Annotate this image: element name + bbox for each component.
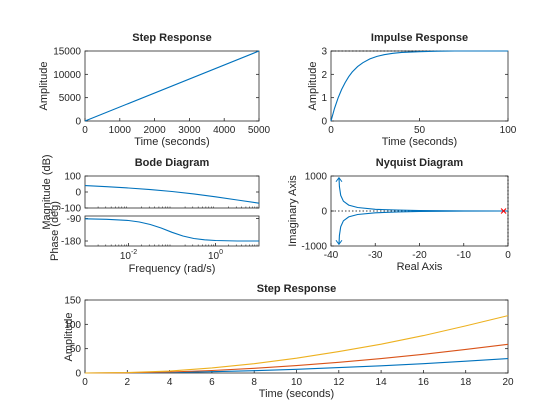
bode_phase-xtick-exponent: 0 — [219, 249, 223, 256]
step2-xtick-label: 2 — [125, 377, 131, 388]
step1-ytick-label: 15000 — [53, 47, 81, 58]
bode_phase-ytick-label: -90 — [67, 214, 82, 225]
bode_phase-xtick-label: 100 — [208, 249, 223, 262]
step2-series-2 — [84, 315, 509, 374]
bode_mag-ylabel: Magnitude (dB) — [41, 154, 53, 229]
step2-xtick-label: 16 — [418, 377, 430, 388]
step2-xtick-label: 18 — [460, 377, 472, 388]
step2-xtick-label: 10 — [291, 377, 303, 388]
step2-ytick-label: 100 — [64, 320, 81, 331]
nyquist-critical-point-marker — [500, 208, 507, 214]
nyquist-series-0 — [338, 177, 509, 212]
nyquist-xtick-label: -20 — [412, 250, 427, 261]
impulse-ytick-label: 1 — [321, 93, 327, 104]
nyquist-xlabel: Real Axis — [397, 261, 443, 273]
bode_mag-ytick-label: 0 — [75, 188, 81, 199]
step1-xtick-label: 2000 — [143, 125, 166, 136]
step1-series-0 — [84, 50, 260, 122]
step2-ytick-label: 50 — [70, 344, 82, 355]
bode_phase-ytick-label: -180 — [61, 237, 81, 248]
nyquist-ytick-label: -1000 — [301, 242, 327, 253]
step2-ytick-label: 150 — [64, 296, 81, 307]
bode_phase-axes — [84, 215, 260, 247]
step2-xtick-label: 12 — [333, 377, 345, 388]
step1-xtick-label: 3000 — [178, 125, 201, 136]
step1-xtick-label: 5000 — [248, 125, 271, 136]
nyquist-xtick-label: -40 — [324, 250, 339, 261]
bode_phase-xtick-base: 10 — [120, 251, 132, 262]
step1-xtick-label: 0 — [82, 125, 88, 136]
impulse-series-0 — [330, 50, 508, 122]
step1-ytick-label: 0 — [75, 117, 81, 128]
step2-ytick-label: 0 — [75, 369, 81, 380]
impulse-title: Impulse Response — [371, 32, 468, 44]
step1-title: Step Response — [132, 32, 211, 44]
impulse-xtick-label: 0 — [328, 125, 334, 136]
bode_phase-ylabel: Phase (deg) — [49, 201, 61, 261]
impulse-ylabel: Amplitude — [307, 62, 319, 111]
bode_mag-ytick-label: -100 — [61, 204, 81, 215]
nyquist-xtick-label: -30 — [368, 250, 383, 261]
bode_mag-series-0 — [84, 185, 260, 204]
step1-ytick-label: 10000 — [53, 70, 81, 81]
nyquist-series-1 — [338, 210, 509, 245]
nyquist-xtick-label: 0 — [505, 250, 511, 261]
impulse-xlabel: Time (seconds) — [382, 136, 457, 148]
step2-xtick-label: 14 — [376, 377, 388, 388]
bode_phase-xtick-base: 10 — [208, 251, 220, 262]
step2-series-1 — [84, 343, 509, 374]
nyquist-title: Nyquist Diagram — [376, 157, 464, 169]
bode_mag-ytick-label: 100 — [64, 172, 81, 183]
step1-xtick-label: 1000 — [109, 125, 132, 136]
step2-xtick-label: 8 — [251, 377, 257, 388]
nyquist-ytick-label: 0 — [321, 207, 327, 218]
nyquist-ylabel: Imaginary Axis — [287, 175, 299, 247]
step1-ylabel: Amplitude — [38, 62, 50, 111]
nyquist-arrow-lower — [335, 239, 343, 246]
nyquist-ytick-label: 1000 — [305, 172, 328, 183]
step2-xlabel: Time (seconds) — [259, 388, 334, 400]
impulse-axes — [330, 50, 509, 122]
step2-title: Step Response — [257, 283, 336, 295]
step2-xtick-label: 6 — [209, 377, 215, 388]
impulse-xtick-label: 100 — [500, 125, 517, 136]
step2-xtick-label: 20 — [502, 377, 514, 388]
impulse-xtick-label: 50 — [414, 125, 426, 136]
step1-ytick-label: 5000 — [59, 93, 82, 104]
bode_mag-title: Bode Diagram — [135, 157, 210, 169]
bode_phase-series-0 — [84, 218, 259, 242]
step1-xtick-label: 4000 — [213, 125, 236, 136]
impulse-ytick-label: 2 — [321, 70, 327, 81]
step2-ylabel: Amplitude — [63, 313, 75, 362]
bode_phase-xlabel: Frequency (rad/s) — [129, 263, 216, 275]
impulse-ytick-label: 3 — [321, 47, 327, 58]
nyquist-xtick-label: -10 — [457, 250, 472, 261]
impulse-ytick-label: 0 — [321, 117, 327, 128]
bode_phase-xtick-exponent: -2 — [131, 249, 137, 256]
step2-xtick-label: 4 — [167, 377, 173, 388]
step1-xlabel: Time (seconds) — [134, 136, 209, 148]
bode_phase-xtick-label: 10-2 — [120, 249, 137, 262]
nyquist-arrow-upper — [335, 176, 343, 183]
step2-xtick-label: 0 — [82, 377, 88, 388]
